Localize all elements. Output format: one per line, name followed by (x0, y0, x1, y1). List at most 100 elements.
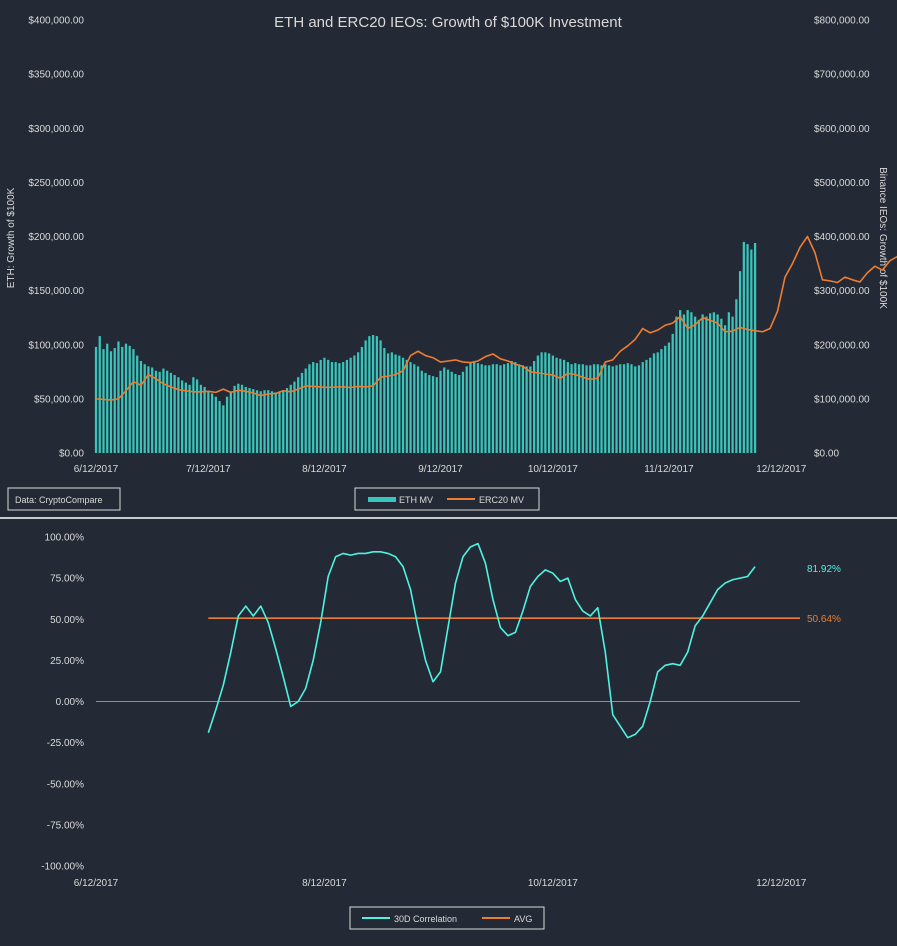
top-y-tick-label: $350,000.00 (28, 70, 84, 81)
eth-bar (634, 366, 637, 453)
eth-bar (398, 355, 401, 453)
eth-bar (386, 353, 390, 453)
bottom-legend-box (349, 906, 545, 930)
eth-bar (334, 362, 337, 453)
eth-bar (158, 371, 161, 453)
eth-bar (645, 359, 648, 453)
bottom-y-tick-labels: -100.00% -75.00% -50.00% -25.00% 0.00% 25.00%… (41, 533, 84, 873)
eth-bar (151, 367, 154, 453)
eth-bar (716, 314, 719, 453)
bottom-y-tick-label: 0.00% (56, 697, 84, 708)
eth-bar (446, 369, 450, 453)
eth-bar (484, 365, 487, 453)
eth-bar (413, 364, 416, 453)
eth-bar (510, 360, 513, 453)
eth-bar (342, 362, 345, 453)
eth-bar (353, 355, 356, 453)
source-note: Data: CryptoCompare (15, 495, 103, 505)
eth-bar (574, 363, 577, 453)
eth-bar (705, 316, 708, 453)
erc20-series-line (95, 235, 897, 401)
eth-bar (592, 364, 596, 453)
eth-bar (731, 316, 734, 453)
eth-bar (424, 372, 427, 453)
eth-bar (431, 376, 435, 453)
eth-bar (649, 357, 652, 453)
eth-bar (98, 336, 101, 453)
top-y-axis-label: ETH: Growth of $100K (6, 187, 17, 288)
top-y-tick-label: $150,000.00 (28, 286, 84, 297)
correlation-series-line (207, 542, 756, 739)
eth-bar (536, 355, 539, 453)
bottom-y-tick-label: -50.00% (47, 779, 84, 790)
top-y2-tick-label: $300,000.00 (814, 286, 870, 297)
eth-bar (203, 386, 206, 453)
eth-bar (136, 355, 139, 453)
eth-bar (154, 370, 158, 453)
eth-bar (297, 377, 300, 453)
eth-bar (641, 362, 644, 453)
eth-bar (660, 349, 663, 453)
eth-bars (94, 241, 757, 453)
eth-bar (94, 346, 98, 453)
correlation-end-label: 81.92% (807, 564, 841, 575)
avg-end-label: 50.64% (807, 614, 841, 625)
eth-bar (383, 348, 386, 453)
eth-bar (192, 377, 195, 453)
eth-bar (596, 364, 599, 453)
eth-bar (166, 370, 169, 453)
eth-bar (525, 366, 528, 453)
eth-bar (720, 318, 723, 453)
top-y2-tick-label: $100,000.00 (814, 394, 870, 405)
eth-bar (443, 367, 446, 453)
eth-bar (274, 392, 277, 453)
top-y2-tick-label: $500,000.00 (814, 178, 870, 189)
eth-bar (214, 396, 217, 453)
eth-bar (533, 360, 536, 453)
top-y2-tick-label: $200,000.00 (814, 340, 870, 351)
eth-bar (506, 363, 510, 453)
eth-bar (248, 388, 251, 453)
legend-label-avg: AVG (514, 914, 532, 924)
eth-bar (368, 336, 371, 453)
eth-bar (371, 335, 375, 453)
eth-bar (473, 360, 476, 453)
eth-bar (188, 384, 191, 453)
eth-bar (252, 389, 255, 453)
eth-bar (263, 390, 266, 453)
eth-bar (312, 362, 315, 453)
top-x-tick-label: 12/12/2017 (756, 464, 806, 475)
eth-bar (435, 377, 438, 453)
top-x-tick-label: 7/12/2017 (186, 464, 231, 475)
eth-bar (735, 299, 738, 453)
eth-bar (132, 349, 135, 453)
eth-bar (113, 348, 116, 453)
eth-bar (420, 370, 423, 453)
top-y2-tick-label: $800,000.00 (814, 16, 870, 27)
eth-bar (106, 343, 109, 453)
eth-bar (581, 364, 584, 453)
eth-bar (559, 358, 562, 453)
eth-bar (686, 310, 689, 453)
eth-bar (480, 364, 483, 453)
eth-bar (405, 359, 408, 453)
top-y-tick-label: $0.00 (59, 449, 84, 460)
eth-bar (727, 312, 730, 453)
eth-bar (255, 390, 259, 453)
eth-bar (750, 249, 753, 453)
eth-bar (671, 333, 674, 453)
top-y-tick-label: $200,000.00 (28, 232, 84, 243)
bottom-y-tick-label: -100.00% (41, 862, 84, 873)
bottom-y-tick-label: 75.00% (50, 574, 84, 585)
eth-bar (679, 310, 682, 453)
eth-bar (540, 352, 543, 453)
top-x-tick-labels: 6/12/2017 7/12/2017 8/12/2017 9/12/2017 10/1… (74, 464, 807, 475)
eth-bar (270, 391, 274, 453)
legend-label-eth: ETH MV (399, 495, 433, 505)
eth-bar (458, 375, 461, 453)
eth-bar (345, 359, 349, 453)
eth-bar (450, 371, 453, 453)
legend-swatch-eth (368, 497, 396, 502)
eth-bar (207, 391, 210, 453)
top-y2-tick-label: $600,000.00 (814, 124, 870, 135)
